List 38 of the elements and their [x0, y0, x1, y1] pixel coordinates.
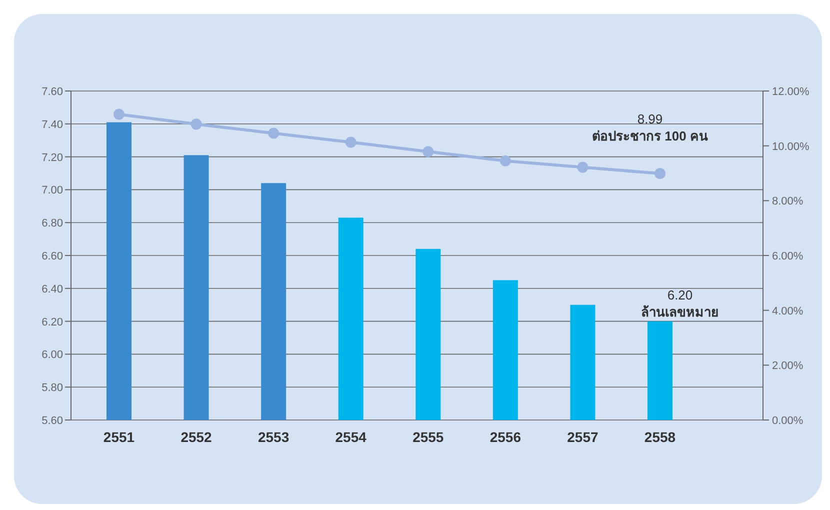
data-label: 6.20: [667, 287, 693, 302]
point: [654, 168, 666, 180]
y-tick-label: 7.60: [42, 86, 63, 98]
annotation: ล้านเลขหมาย: [641, 304, 719, 320]
point: [190, 118, 202, 130]
x-tick-label: 2553: [258, 429, 290, 445]
annotation: ต่อประชากร 100 คน: [592, 128, 708, 144]
y2-tick-label: 12.00%: [772, 86, 810, 98]
y2-tick-label: 2.00%: [772, 360, 804, 372]
y-tick-label: 5.60: [42, 415, 63, 427]
y2-tick-label: 6.00%: [772, 250, 804, 262]
y-tick-label: 6.80: [42, 218, 63, 230]
y2-tick-label: 8.00%: [772, 196, 804, 208]
point: [422, 146, 434, 158]
y-tick-label: 5.80: [42, 382, 63, 394]
x-tick-label: 2555: [412, 429, 444, 445]
y2-tick-label: 10.00%: [772, 140, 810, 153]
y-tick-label: 6.00: [42, 349, 63, 362]
x-tick-label: 2557: [567, 429, 598, 445]
x-tick-label: 2556: [490, 429, 522, 445]
y2-tick-label: 4.00%: [772, 305, 804, 318]
x-tick-label: 2558: [644, 429, 676, 445]
point: [577, 162, 588, 173]
y-tick-label: 7.00: [42, 184, 63, 197]
x-tick-label: 2552: [180, 429, 212, 445]
y-tick-label: 6.20: [42, 316, 63, 328]
y-tick-label: 7.40: [42, 118, 63, 131]
x-tick-label: 2551: [103, 429, 135, 445]
y-tick-label: 7.20: [42, 152, 63, 164]
data-label: 8.99: [637, 112, 663, 127]
point: [268, 128, 280, 139]
y2-tick-label: 0.00%: [772, 415, 804, 427]
point: [345, 136, 356, 148]
x-tick-label: 2554: [335, 429, 367, 445]
point: [500, 155, 511, 166]
y-tick-label: 6.60: [42, 250, 63, 262]
point: [114, 108, 124, 120]
y-tick-label: 6.40: [42, 283, 63, 296]
